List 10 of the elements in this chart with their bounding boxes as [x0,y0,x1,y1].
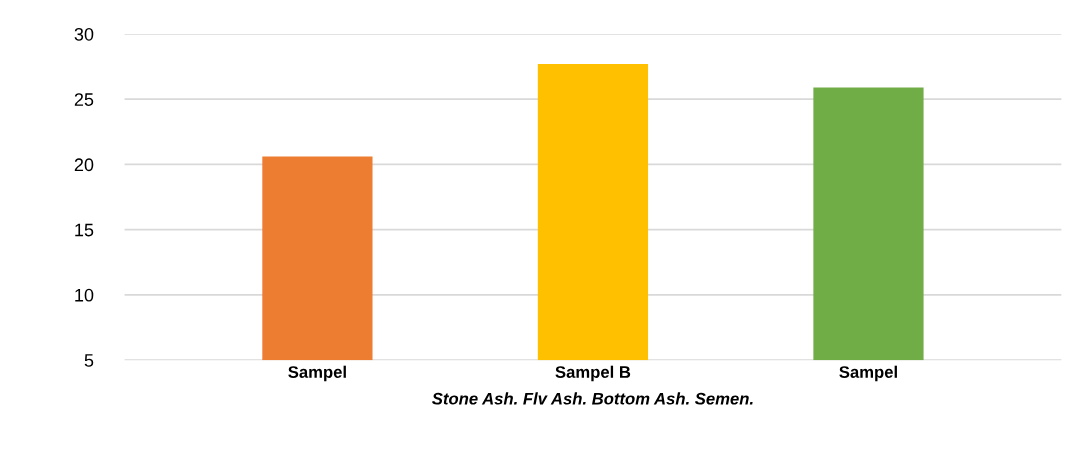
x-tick-label: Sampel [839,365,897,382]
x-tick-label: Sampel [288,365,346,382]
y-tick-label: 10 [75,288,94,302]
y-tick-label: 20 [74,158,94,172]
y-tick-label: 5 [84,354,94,367]
x-tick-label: Sampel B [555,365,631,382]
x-axis-title: Stone Ash. Flv Ash. Bottom Ash. Semen. [432,392,753,405]
y-tick-label: 30 [74,27,94,41]
y-tick-label: 15 [75,223,94,237]
y-tick-label: 25 [74,93,94,106]
